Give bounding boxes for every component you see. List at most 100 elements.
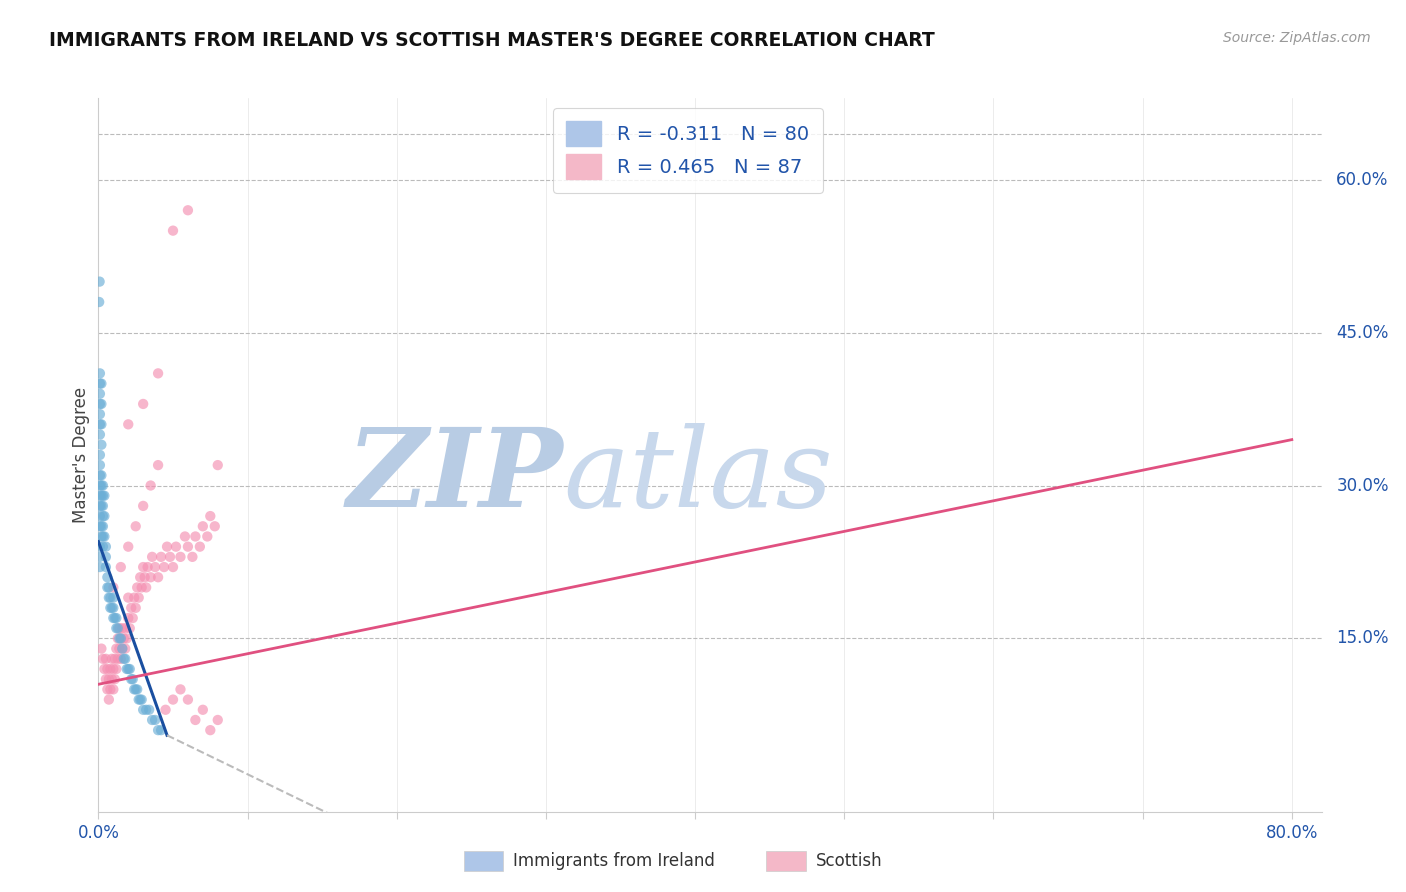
- Point: [132, 397, 155, 411]
- Point: [114, 621, 136, 635]
- Point: [110, 632, 132, 646]
- Point: [128, 591, 150, 605]
- Text: 60.0%: 60.0%: [1336, 170, 1389, 189]
- Point: [91, 529, 114, 543]
- Point: [118, 621, 141, 635]
- Point: [97, 581, 120, 595]
- Point: [181, 549, 204, 564]
- Point: [94, 652, 117, 666]
- Point: [101, 652, 124, 666]
- Point: [89, 519, 111, 533]
- Point: [117, 611, 139, 625]
- Point: [104, 672, 127, 686]
- Point: [89, 540, 111, 554]
- Point: [177, 203, 200, 218]
- Point: [91, 499, 114, 513]
- Point: [150, 723, 173, 738]
- Point: [98, 682, 121, 697]
- Point: [90, 641, 112, 656]
- Point: [110, 652, 132, 666]
- Point: [89, 407, 111, 421]
- Point: [96, 682, 118, 697]
- Point: [103, 600, 125, 615]
- Point: [155, 703, 177, 717]
- Point: [103, 581, 125, 595]
- Point: [169, 682, 191, 697]
- Point: [89, 478, 111, 492]
- Point: [125, 682, 148, 697]
- Point: [89, 489, 111, 503]
- Point: [103, 591, 125, 605]
- Point: [91, 540, 114, 554]
- Point: [129, 570, 152, 584]
- Point: [91, 489, 114, 503]
- Point: [96, 581, 118, 595]
- Point: [162, 692, 184, 706]
- Point: [121, 672, 143, 686]
- Point: [90, 478, 112, 492]
- Point: [117, 591, 139, 605]
- Point: [135, 703, 157, 717]
- Point: [89, 386, 111, 401]
- Point: [146, 723, 169, 738]
- Point: [156, 540, 179, 554]
- Point: [188, 540, 211, 554]
- Point: [104, 652, 127, 666]
- Point: [125, 519, 148, 533]
- Point: [159, 549, 181, 564]
- Point: [105, 621, 128, 635]
- Point: [91, 478, 114, 492]
- Point: [146, 367, 169, 381]
- Text: 30.0%: 30.0%: [1336, 476, 1389, 494]
- Point: [111, 621, 134, 635]
- Point: [132, 703, 155, 717]
- Point: [89, 468, 111, 483]
- Point: [174, 529, 197, 543]
- Point: [89, 499, 111, 513]
- Text: Immigrants from Ireland: Immigrants from Ireland: [513, 852, 716, 870]
- Point: [94, 540, 117, 554]
- Point: [91, 519, 114, 533]
- Point: [117, 540, 139, 554]
- Point: [204, 519, 226, 533]
- Point: [103, 611, 125, 625]
- Point: [89, 376, 111, 391]
- Point: [184, 529, 207, 543]
- Point: [117, 662, 139, 676]
- Point: [110, 632, 132, 646]
- Point: [93, 509, 115, 524]
- Point: [120, 600, 142, 615]
- Point: [89, 458, 111, 472]
- Point: [105, 662, 128, 676]
- Point: [90, 397, 112, 411]
- Y-axis label: Master's Degree: Master's Degree: [72, 387, 90, 523]
- Point: [114, 652, 136, 666]
- Point: [108, 621, 131, 635]
- Point: [141, 549, 163, 564]
- Point: [207, 713, 229, 727]
- Point: [105, 641, 128, 656]
- Point: [162, 560, 184, 574]
- Point: [134, 570, 156, 584]
- Text: atlas: atlas: [564, 423, 832, 530]
- Point: [90, 376, 112, 391]
- Point: [91, 509, 114, 524]
- Point: [89, 275, 111, 289]
- Point: [91, 652, 114, 666]
- Point: [108, 632, 131, 646]
- Point: [97, 672, 120, 686]
- Point: [138, 703, 160, 717]
- Point: [165, 540, 187, 554]
- Point: [89, 397, 111, 411]
- Point: [111, 641, 134, 656]
- Point: [129, 692, 152, 706]
- Point: [107, 652, 129, 666]
- Point: [89, 427, 111, 442]
- Point: [89, 295, 111, 310]
- Point: [112, 652, 135, 666]
- Point: [107, 632, 129, 646]
- Point: [115, 632, 138, 646]
- Point: [184, 713, 207, 727]
- Point: [200, 509, 222, 524]
- Point: [169, 549, 191, 564]
